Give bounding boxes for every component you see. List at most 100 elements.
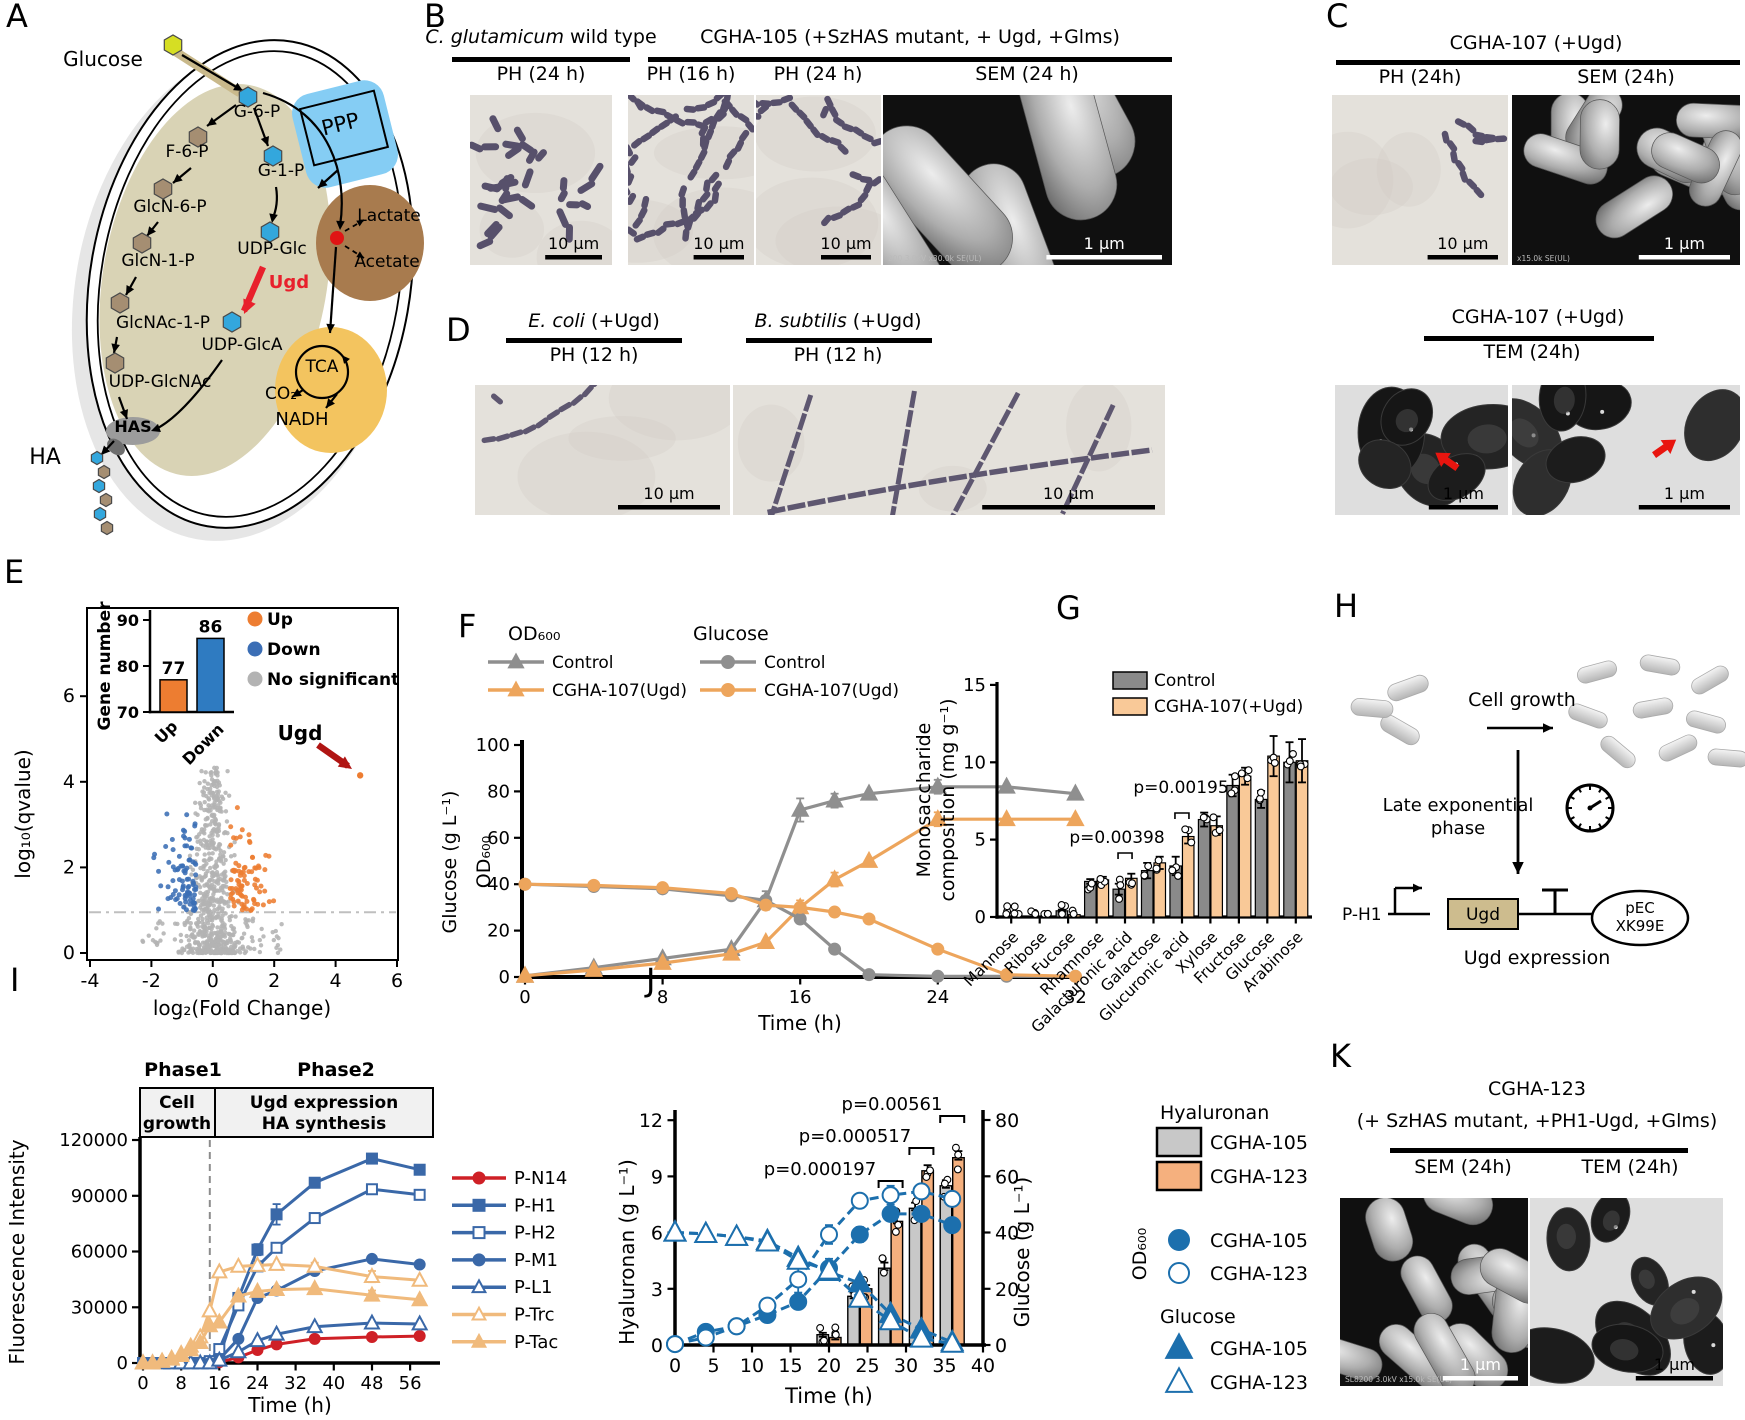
cell bbox=[546, 409, 561, 420]
cell bbox=[501, 193, 522, 204]
pathway-curve bbox=[153, 359, 223, 431]
scatter-point bbox=[231, 903, 237, 909]
cell bbox=[487, 223, 503, 241]
tca-region bbox=[275, 327, 387, 453]
scatter-point bbox=[225, 892, 230, 897]
p-value: p=0.00195 bbox=[1133, 778, 1228, 798]
p-value: p=0.000197 bbox=[764, 1159, 876, 1180]
y-tick: 120000 bbox=[59, 1130, 128, 1151]
scale-bar bbox=[1638, 505, 1730, 510]
data-point bbox=[1181, 825, 1190, 834]
legend-label: P-M1 bbox=[514, 1250, 558, 1271]
marker bbox=[363, 1285, 381, 1302]
data-point bbox=[831, 1330, 840, 1339]
micro-group-title: CGHA-107 (+Ugd) bbox=[1449, 32, 1623, 54]
line bbox=[1570, 796, 1575, 800]
marker bbox=[411, 1270, 429, 1287]
scatter-point bbox=[212, 879, 217, 884]
marker bbox=[862, 968, 876, 982]
scatter-point bbox=[231, 867, 237, 873]
scatter-point bbox=[245, 945, 251, 950]
scatter-point bbox=[165, 896, 171, 902]
micrograph-image: 200 3.0kV x30.0k SE(UL) 1 µm bbox=[827, 11, 1172, 335]
scatter-point bbox=[216, 844, 221, 849]
scatter-point bbox=[230, 949, 236, 955]
scatter-point bbox=[220, 878, 226, 883]
scatter-point bbox=[229, 886, 235, 892]
marker bbox=[997, 776, 1016, 794]
scatter-point bbox=[228, 877, 234, 883]
p-value: p=0.00398 bbox=[1069, 828, 1164, 848]
x-tick: 0 bbox=[207, 970, 219, 992]
scatter-point bbox=[180, 883, 186, 889]
cell bbox=[757, 103, 770, 115]
title-underline bbox=[506, 338, 682, 343]
cell bbox=[859, 175, 873, 184]
scatter-point bbox=[140, 938, 145, 944]
cell bbox=[577, 180, 596, 194]
plasmid-icon bbox=[1590, 889, 1690, 947]
marker bbox=[229, 1286, 248, 1303]
cell bbox=[1441, 130, 1450, 144]
x-tick: 40 bbox=[971, 1355, 995, 1377]
cell bbox=[1387, 674, 1429, 702]
data-point bbox=[1144, 862, 1153, 871]
marker bbox=[248, 1331, 267, 1348]
marker bbox=[789, 1292, 808, 1311]
scatter-point bbox=[201, 793, 206, 798]
inset-bar-value: 77 bbox=[162, 659, 186, 679]
line bbox=[674, 1189, 953, 1346]
line bbox=[1598, 788, 1602, 793]
cell bbox=[828, 105, 839, 119]
marker bbox=[182, 1340, 200, 1357]
scatter-point bbox=[236, 881, 242, 887]
inset-bar bbox=[196, 637, 225, 713]
cell bbox=[780, 94, 794, 104]
scatter-point bbox=[233, 914, 238, 919]
marker bbox=[470, 1278, 488, 1294]
marker bbox=[413, 1330, 426, 1343]
cell bbox=[694, 104, 708, 112]
marker bbox=[365, 1152, 378, 1165]
scatter-point bbox=[204, 941, 209, 947]
cell bbox=[559, 177, 568, 192]
marker bbox=[248, 1281, 267, 1298]
marker bbox=[847, 1285, 872, 1308]
scatter-point bbox=[178, 949, 183, 954]
cell bbox=[1446, 140, 1458, 153]
marker bbox=[210, 1350, 228, 1367]
x-tick: 10 bbox=[740, 1355, 764, 1377]
y-axis-label-left: Hyaluronan (g L⁻¹) bbox=[615, 1159, 639, 1345]
pathway-label: TCA bbox=[305, 357, 339, 377]
scatter-point bbox=[202, 863, 207, 868]
pathway-diagram: Glucose G-6-P F-6-P GlcN-6-P G-1-P GlcN-1-P UD… bbox=[29, 34, 424, 541]
cell bbox=[849, 201, 863, 211]
x-tick: 16 bbox=[789, 987, 812, 1008]
x-tick: 16 bbox=[208, 1373, 231, 1394]
y-tick: 20 bbox=[487, 921, 510, 942]
scatter-point bbox=[170, 892, 176, 898]
cell bbox=[694, 198, 703, 212]
scatter-point bbox=[219, 872, 225, 877]
scatter-point bbox=[221, 939, 226, 945]
cell bbox=[625, 91, 637, 103]
marker bbox=[308, 1332, 321, 1345]
marker bbox=[411, 1290, 429, 1307]
cell bbox=[1459, 170, 1469, 183]
marker bbox=[267, 1280, 286, 1296]
scatter-point bbox=[250, 916, 256, 921]
y-tick-right: 40 bbox=[995, 1223, 1019, 1245]
cell bbox=[679, 196, 686, 210]
tem-cell bbox=[1545, 436, 1606, 484]
inset-ytick: 90 bbox=[117, 611, 139, 630]
scatter-point bbox=[202, 852, 207, 857]
scatter-point bbox=[161, 931, 166, 936]
scatter-point bbox=[233, 835, 239, 841]
marker bbox=[786, 1247, 811, 1270]
micrograph-image: 1 µm bbox=[1510, 1191, 1731, 1386]
scatter-point bbox=[223, 790, 228, 796]
cell bbox=[820, 105, 830, 119]
tem-inner bbox=[1395, 409, 1419, 433]
cell bbox=[682, 217, 692, 231]
marker bbox=[413, 1163, 426, 1176]
